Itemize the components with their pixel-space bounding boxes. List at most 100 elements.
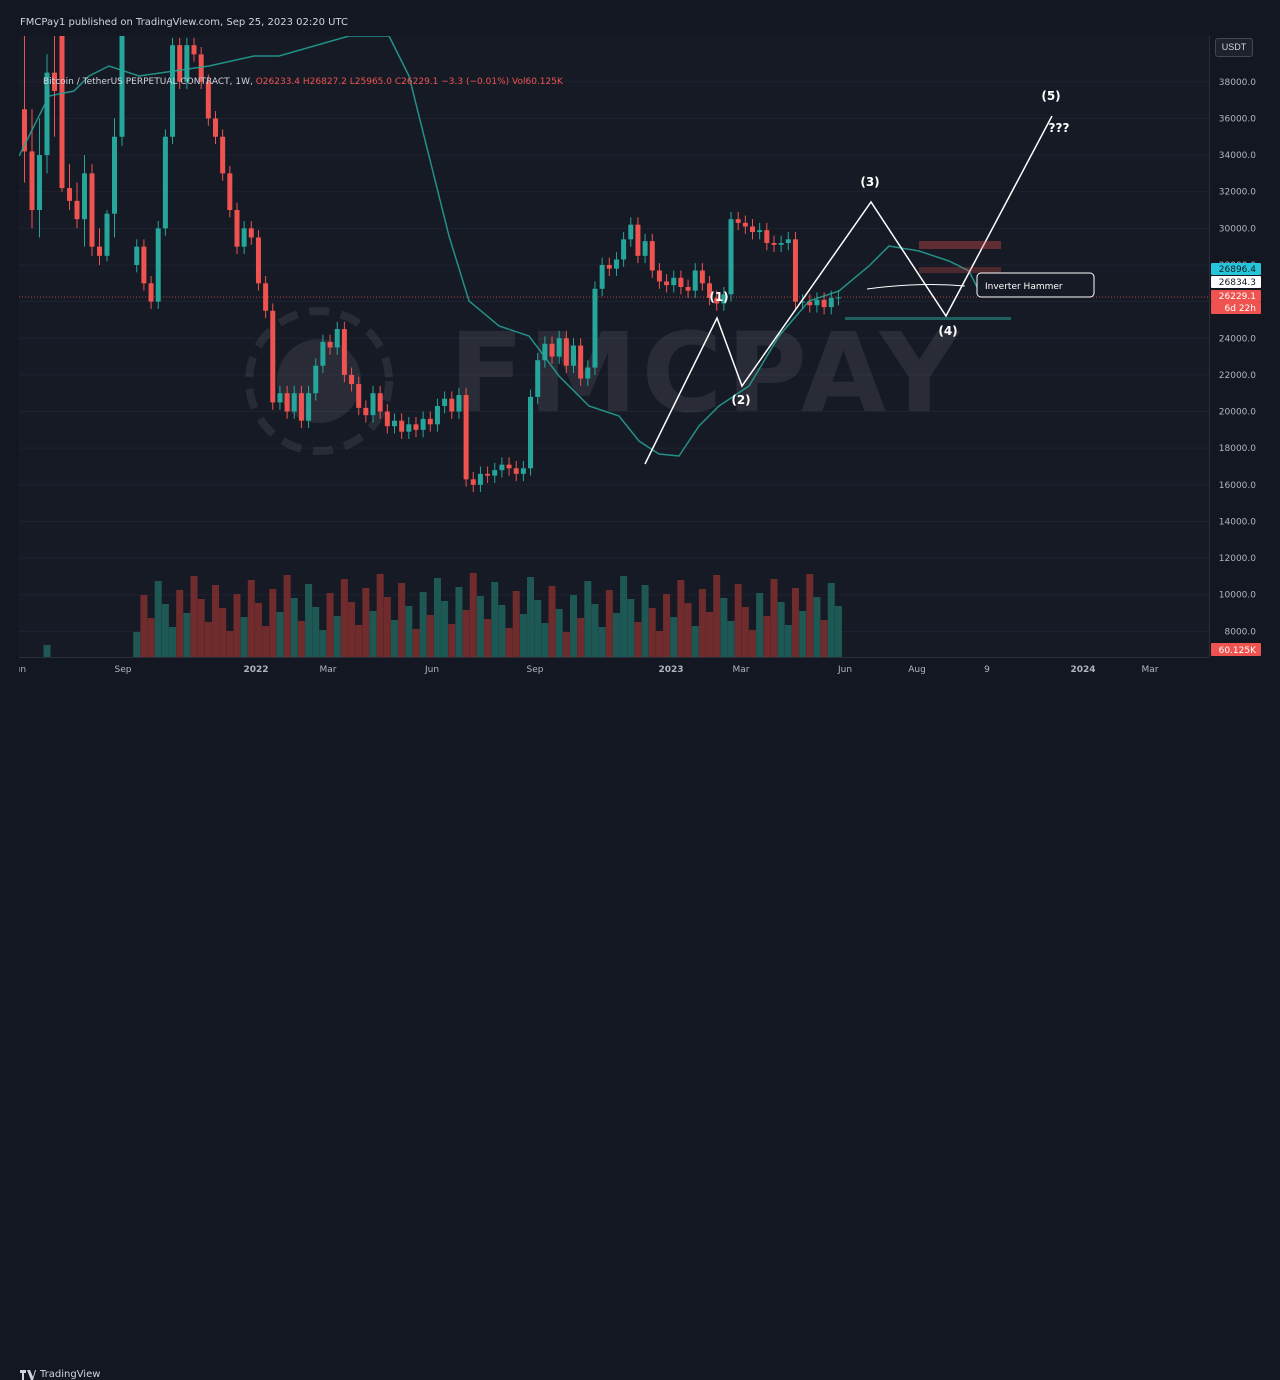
candle-body (549, 343, 555, 357)
candle (792, 232, 798, 309)
publisher-caption: FMCPay1 published on TradingView.com, Se… (20, 17, 348, 28)
candle-body (814, 299, 820, 306)
time-tick-label: 2023 (658, 665, 683, 675)
candle-body (177, 45, 183, 82)
candle (728, 211, 734, 302)
candle-body (542, 343, 548, 361)
volume-bar (562, 632, 570, 657)
price-chart[interactable]: FMCPAY (1) (2) (3) (4) (5)??? Inverter Hammer (19, 36, 1209, 657)
annotation-box (976, 272, 1095, 298)
volume-bar (233, 594, 241, 657)
candle-body (119, 36, 125, 137)
candle-body (692, 270, 698, 291)
symbol-label: Bitcoin / TetherUS PERPETUAL CONTRACT, 1… (43, 77, 253, 87)
volume-bar (462, 610, 470, 657)
annotation-callout: Inverter Hammer (976, 272, 1095, 298)
candle-body (442, 398, 448, 407)
candle (399, 413, 405, 440)
candle-body (399, 420, 405, 432)
candle-body (349, 374, 355, 385)
candle (184, 37, 190, 90)
candle-body (420, 418, 426, 430)
wave-label: (1) (709, 290, 728, 304)
candle-body (298, 393, 304, 421)
candle (599, 257, 605, 297)
candle (104, 210, 110, 262)
candle (542, 336, 548, 368)
candle-body (485, 473, 491, 476)
candle-body (635, 224, 641, 256)
countdown-marker: 6d 22h (1211, 302, 1261, 314)
candle-body (263, 283, 269, 311)
candle (714, 290, 720, 311)
price-tick-label: 38000.0 (1219, 78, 1256, 88)
candle (685, 279, 691, 298)
candle (205, 74, 211, 126)
volume-bar (784, 625, 792, 657)
candle (606, 257, 612, 276)
candle (255, 230, 261, 291)
volume-bar (806, 574, 814, 657)
volume-bar (441, 601, 449, 657)
candle-body (771, 243, 777, 245)
candle (778, 235, 784, 253)
candle (764, 222, 770, 251)
candle (750, 219, 755, 240)
candle-body (807, 301, 813, 306)
change-value: −3.3 (−0.01%) (441, 77, 510, 87)
candle-body (642, 241, 648, 256)
volume-bar (605, 590, 613, 657)
candle-body (213, 118, 218, 137)
wave-label: (5) (1041, 89, 1060, 103)
tradingview-logo[interactable]: TradingView (20, 1369, 100, 1380)
time-tick-label: 9 (984, 665, 990, 675)
candle-body (162, 136, 168, 229)
candle (141, 239, 147, 291)
volume-bar (204, 622, 212, 657)
volume-bar (827, 583, 835, 657)
candle (807, 294, 813, 313)
candle-body (463, 395, 469, 480)
volume-bar (791, 588, 799, 657)
candle-body (792, 239, 798, 302)
candle (284, 385, 290, 419)
candle-body (82, 173, 87, 220)
volume-bar (584, 581, 592, 657)
price-tick-label: 10000.0 (1219, 591, 1256, 601)
volume-bar (254, 603, 262, 657)
candle-body (685, 286, 691, 291)
chart-area[interactable]: FMCPAY (1) (2) (3) (4) (5)??? Inverter Hammer… (19, 36, 1209, 657)
time-tick-label: 2022 (243, 665, 268, 675)
candle-body (334, 329, 340, 348)
currency-button[interactable]: USDT (1215, 38, 1253, 57)
candle-body (234, 210, 240, 247)
volume-bar (383, 597, 391, 657)
volume-bar (154, 581, 162, 657)
candle-body (456, 395, 462, 412)
time-axis[interactable]: Jun Sep 2022 Mar Jun Sep 2023 Mar Jun Aug 9 2024 Mar (11, 657, 1209, 682)
candle-body (477, 473, 483, 485)
volume-bar (698, 589, 706, 657)
price-axis[interactable]: 38000.036000.034000.032000.030000.028000… (1209, 36, 1262, 657)
candle-body (664, 281, 670, 286)
candle-body (205, 81, 211, 119)
price-marker-text: 26229.1 (1219, 292, 1256, 302)
volume-bar (476, 596, 484, 657)
candle (499, 457, 505, 478)
price-marker-last-price: 26229.1 (1211, 290, 1261, 302)
price-tick-label: 20000.0 (1219, 408, 1256, 418)
volume-bar (140, 595, 148, 657)
volume-bar (426, 615, 434, 657)
low-value: L25965.0 (349, 77, 392, 87)
volume-bar (133, 632, 141, 657)
candle-body (384, 411, 390, 427)
candle (592, 281, 598, 375)
time-tick-label: Mar (320, 665, 337, 675)
price-tick-label: 32000.0 (1219, 188, 1256, 198)
candle (771, 235, 777, 253)
candle (757, 222, 763, 240)
candle-body (656, 270, 662, 282)
candle-body (97, 246, 102, 256)
candle-body (356, 384, 362, 408)
volume-bar (720, 598, 728, 657)
